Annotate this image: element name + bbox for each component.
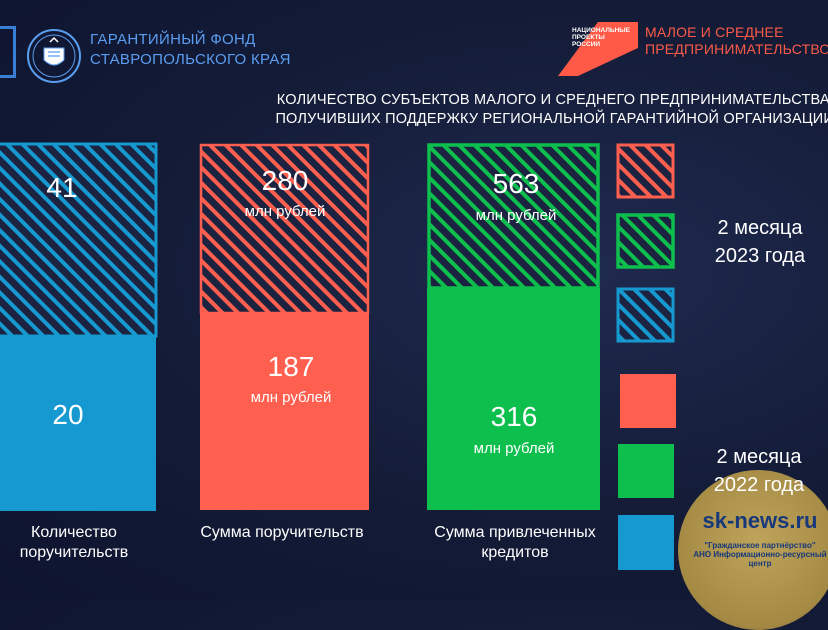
legend-swatch-2023-green bbox=[616, 213, 675, 269]
bar-guarantee-2022 bbox=[200, 313, 369, 510]
legend-swatch-2023-red bbox=[616, 143, 675, 199]
unit-label-guarantee-2022: млн рублей bbox=[251, 389, 332, 406]
legend-swatch-2022-blue bbox=[618, 515, 674, 570]
watermark-site: sk-news.ru bbox=[702, 508, 818, 533]
legend-swatch-2022-red bbox=[620, 374, 676, 428]
chart-title: КОЛИЧЕСТВО СУБЪЕКТОВ МАЛОГО И СРЕДНЕГО П… bbox=[275, 92, 828, 127]
left-frame-decoration bbox=[0, 26, 16, 78]
category-label-count: Количество поручительств bbox=[19, 524, 129, 561]
legend-swatch-2022-green bbox=[618, 444, 674, 498]
national-projects-logo-icon bbox=[558, 22, 638, 76]
msp-title: МАЛОЕ И СРЕДНЕЕ ПРЕДПРИНИМАТЕЛЬСТВО bbox=[645, 24, 828, 57]
unit-label-credit-2022: млн рублей bbox=[474, 440, 555, 457]
bar-group-count: 41 20 bbox=[0, 142, 158, 511]
value-label-credit-2023: 563 bbox=[493, 168, 540, 199]
bar-credit-2022 bbox=[427, 288, 600, 510]
bar-group-credit-sum: 563 млн рублей 316 млн рублей bbox=[427, 143, 600, 510]
value-label-count-2022: 20 bbox=[52, 399, 83, 430]
bar-chart: 41 20 280 млн рублей 187 млн рублей 563 … bbox=[0, 142, 676, 570]
value-label-count-2023: 41 bbox=[46, 172, 77, 203]
bar-count-2023 bbox=[0, 142, 158, 338]
legend-label-2023: 2 месяца 2023 года bbox=[714, 217, 806, 267]
watermark-subtitle: "Гражданское партнёрство" АНО Информацио… bbox=[693, 541, 827, 568]
unit-label-guarantee-2023: млн рублей bbox=[245, 203, 326, 220]
value-label-guarantee-2023: 280 bbox=[262, 165, 309, 196]
bar-guarantee-2023 bbox=[199, 143, 370, 315]
value-label-credit-2022: 316 bbox=[491, 401, 538, 432]
bar-group-guarantee-sum: 280 млн рублей 187 млн рублей bbox=[199, 143, 370, 510]
legend-swatch-2023-blue bbox=[616, 287, 675, 343]
bar-credit-2023 bbox=[427, 143, 600, 290]
category-label-guarantee-sum: Сумма поручительств bbox=[200, 524, 364, 541]
national-projects-logo-text: НАЦИОНАЛЬНЫЕ ПРОЕКТЫ РОССИИ bbox=[572, 27, 630, 48]
value-label-guarantee-2022: 187 bbox=[268, 351, 315, 382]
category-label-credit-sum: Сумма привлеченных кредитов bbox=[434, 524, 596, 561]
legend-label-2022: 2 месяца 2022 года bbox=[713, 446, 805, 496]
fund-name: ГАРАНТИЙНЫЙ ФОНД СТАВРОПОЛЬСКОГО КРАЯ bbox=[90, 31, 291, 68]
unit-label-credit-2023: млн рублей bbox=[476, 207, 557, 224]
stavropol-emblem-icon bbox=[27, 29, 81, 83]
bar-count-2022 bbox=[0, 336, 156, 511]
